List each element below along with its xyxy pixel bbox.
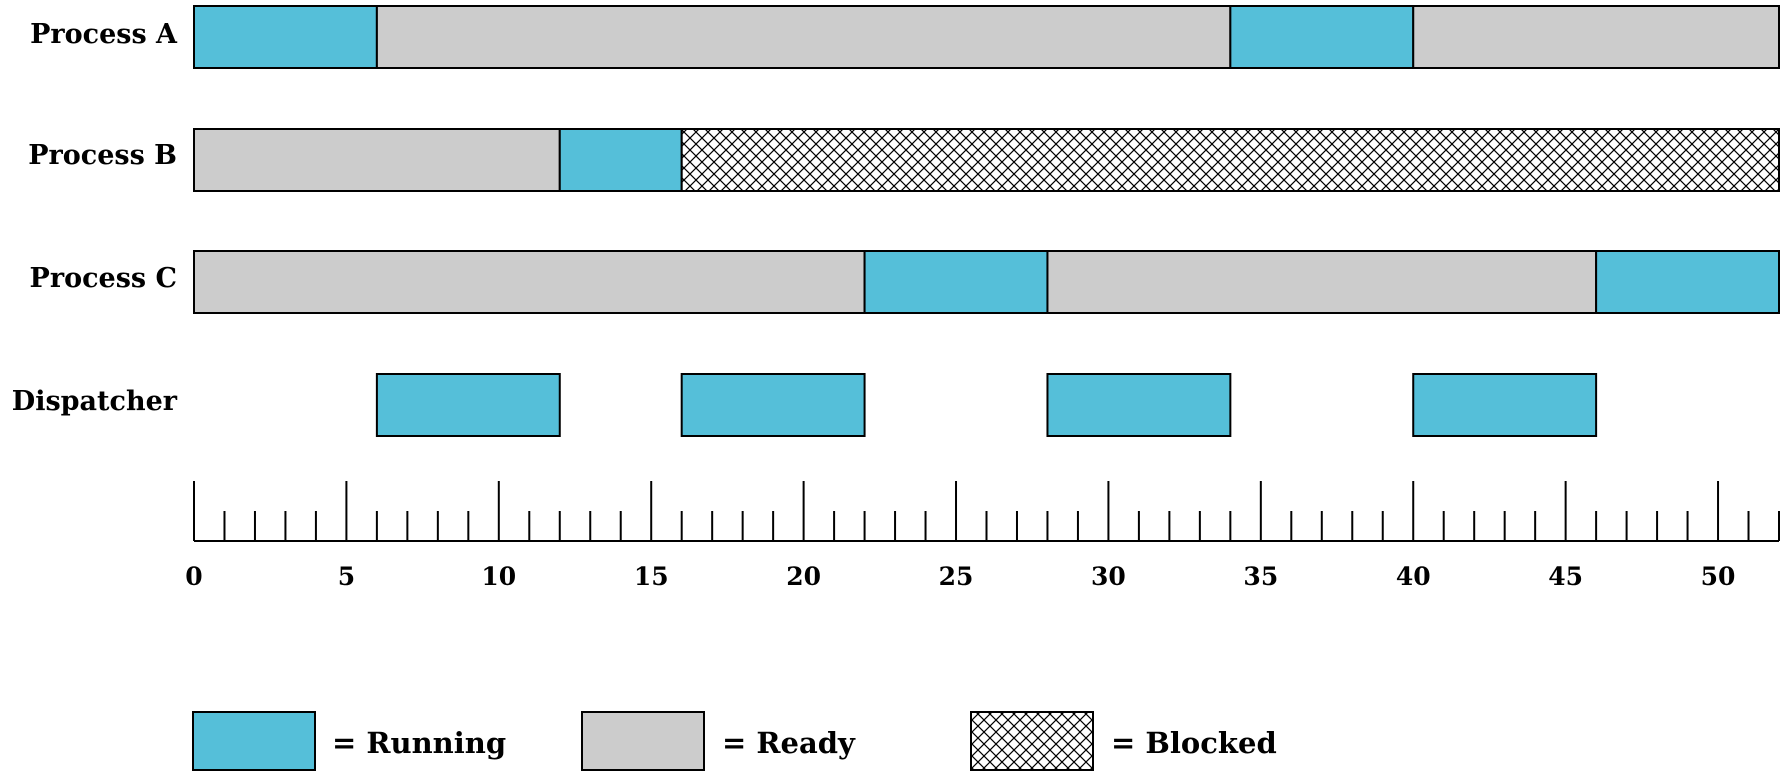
tick-label-20: 20 bbox=[786, 562, 821, 591]
segment-process-a-ready-3 bbox=[1412, 5, 1780, 69]
segment-process-a-ready-1 bbox=[375, 5, 1232, 69]
tick-label-5: 5 bbox=[338, 562, 355, 591]
legend-label-running: = Running bbox=[332, 726, 506, 760]
segment-process-b-ready-0 bbox=[193, 128, 561, 192]
segment-dispatcher-running-1 bbox=[680, 373, 866, 437]
row-process-a bbox=[193, 5, 1780, 69]
segment-process-c-running-1 bbox=[863, 250, 1049, 314]
segment-process-a-running-0 bbox=[193, 5, 378, 69]
tick-label-45: 45 bbox=[1548, 562, 1583, 591]
timeline-bars bbox=[193, 5, 1781, 437]
tick-label-25: 25 bbox=[939, 562, 974, 591]
segment-process-c-ready-2 bbox=[1046, 250, 1598, 314]
legend-label-ready: = Ready bbox=[722, 726, 856, 760]
segment-dispatcher-running-2 bbox=[1046, 373, 1232, 437]
row-labels: Process A Process B Process C Dispatcher bbox=[12, 19, 178, 417]
tick-label-15: 15 bbox=[634, 562, 669, 591]
legend-swatch-blocked bbox=[970, 711, 1094, 771]
segment-process-c-ready-0 bbox=[193, 250, 866, 314]
segment-dispatcher-running-0 bbox=[375, 373, 561, 437]
tick-label-0: 0 bbox=[185, 562, 202, 591]
legend-swatch-running bbox=[192, 711, 316, 771]
row-dispatcher bbox=[375, 373, 1598, 437]
tick-label-35: 35 bbox=[1243, 562, 1278, 591]
row-process-c bbox=[193, 250, 1780, 314]
legend: = Running = Ready = Blocked bbox=[192, 711, 1277, 771]
row-label-process-a: Process A bbox=[30, 19, 178, 50]
tick-label-30: 30 bbox=[1091, 562, 1126, 591]
time-axis: 0 5 10 15 20 25 30 35 40 45 50 bbox=[185, 481, 1780, 591]
segment-process-b-running-1 bbox=[558, 128, 683, 192]
row-label-process-b: Process B bbox=[28, 140, 177, 171]
segment-process-c-running-3 bbox=[1595, 250, 1780, 314]
row-process-b bbox=[193, 128, 1781, 192]
tick-label-10: 10 bbox=[481, 562, 516, 591]
segment-process-b-blocked-2 bbox=[680, 128, 1781, 192]
row-label-dispatcher: Dispatcher bbox=[12, 386, 178, 417]
legend-label-blocked: = Blocked bbox=[1111, 726, 1277, 760]
tick-label-40: 40 bbox=[1396, 562, 1431, 591]
row-label-process-c: Process C bbox=[30, 263, 177, 294]
segment-process-a-running-2 bbox=[1229, 5, 1415, 69]
tick-label-50: 50 bbox=[1701, 562, 1736, 591]
segment-dispatcher-running-3 bbox=[1412, 373, 1598, 437]
legend-swatch-ready bbox=[581, 711, 705, 771]
